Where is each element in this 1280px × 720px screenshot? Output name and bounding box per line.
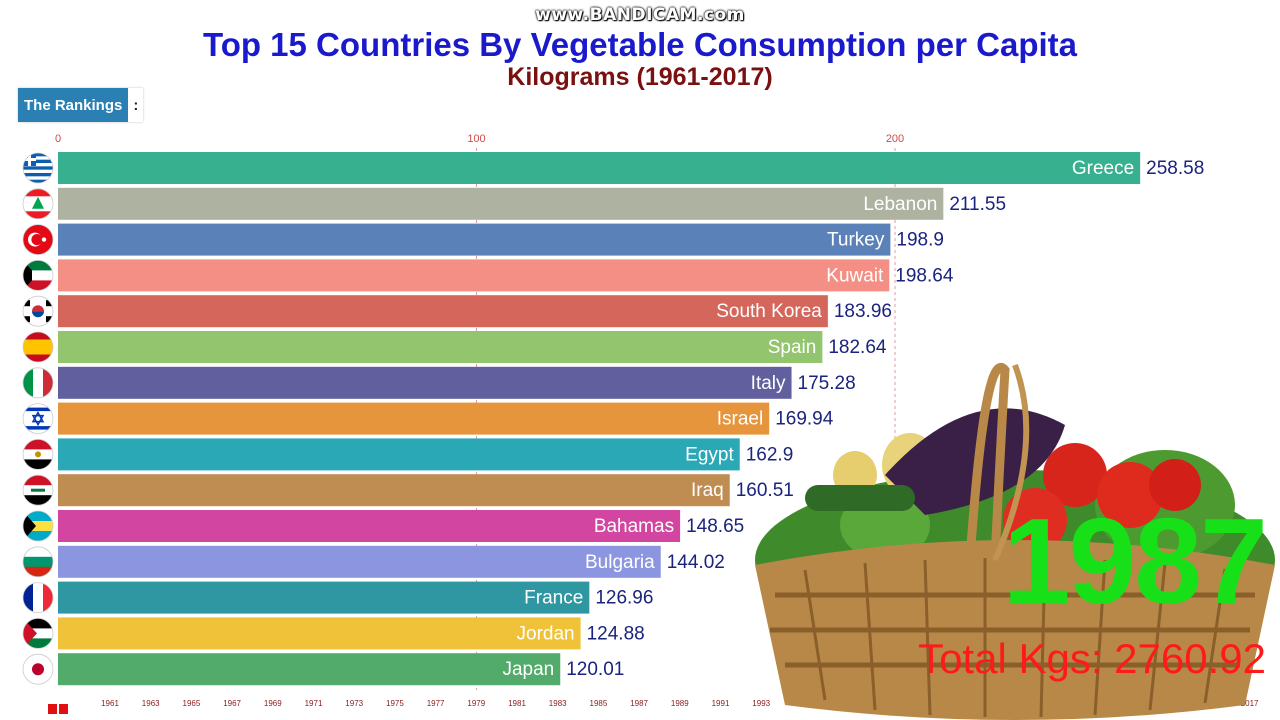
timeline-year-label: 1979: [467, 699, 485, 708]
chart-title: Top 15 Countries By Vegetable Consumptio…: [202, 26, 1078, 63]
rankings-suffix: :: [128, 88, 144, 122]
bar-value-label: 124.88: [587, 623, 645, 644]
timeline-year-label: 1987: [630, 699, 648, 708]
x-tick-label: 0: [55, 133, 61, 145]
bar-value-label: 120.01: [566, 659, 624, 680]
bar-value-label: 144.02: [667, 552, 725, 573]
timeline-year-label: 1973: [345, 699, 363, 708]
bar: [58, 152, 1141, 184]
bar-category-label: Bulgaria: [585, 552, 655, 573]
timeline-year-label: 1993: [752, 699, 770, 708]
bar-category-label: Bahamas: [594, 516, 674, 537]
iraq-flag-icon: [22, 474, 54, 506]
rankings-label: The Rankings: [18, 88, 129, 122]
timeline-year-label: 1977: [427, 699, 445, 708]
egypt-flag-icon: [22, 438, 54, 470]
italy-flag-icon: [22, 367, 54, 399]
timeline-year-label: 1971: [305, 699, 323, 708]
bar-value-label: 162.9: [746, 444, 794, 465]
bar-category-label: Iraq: [691, 480, 724, 501]
bar-category-label: Kuwait: [826, 265, 884, 286]
current-year: 1987: [1002, 493, 1268, 629]
vegetable-basket-image: [755, 363, 1275, 720]
bar: [58, 474, 730, 507]
bar-value-label: 183.96: [834, 301, 892, 322]
bar-value-label: 148.65: [686, 516, 744, 537]
bar-value-label: 182.64: [828, 337, 887, 358]
bar: [58, 510, 681, 542]
south-korea-flag-icon: [22, 295, 54, 327]
bar-category-label: Jordan: [517, 623, 575, 644]
bar-value-label: 160.51: [736, 480, 794, 501]
timeline-year-label: 1983: [549, 699, 567, 708]
bar: [58, 259, 890, 292]
spain-flag-icon: [22, 331, 54, 363]
timeline-year-label: 1975: [386, 699, 404, 708]
bar-category-label: Lebanon: [863, 194, 937, 215]
timeline-year-label: 1989: [671, 699, 689, 708]
pause-icon[interactable]: [48, 701, 70, 714]
bulgaria-flag-icon: [22, 546, 54, 578]
bar-value-label: 211.55: [949, 194, 1006, 215]
bar-category-label: Japan: [502, 659, 554, 680]
bar: [58, 617, 581, 650]
bar-value-label: 198.64: [895, 265, 954, 286]
jordan-flag-icon: [22, 618, 54, 649]
bahamas-flag-icon: [22, 510, 54, 542]
france-flag-icon: [22, 582, 54, 613]
timeline-year-label: 1967: [223, 699, 241, 708]
bar-category-label: Italy: [751, 373, 786, 394]
bar: [58, 402, 770, 435]
watermark: www.BANDICAM.com: [535, 5, 745, 25]
timeline-year-label: 1969: [264, 699, 282, 708]
bar: [58, 438, 740, 471]
timeline-year-label: 1981: [508, 699, 526, 708]
lebanon-flag-icon: [22, 188, 54, 220]
timeline-year-label: 1963: [142, 699, 160, 708]
bar-category-label: France: [524, 588, 583, 609]
total-kgs: Total Kgs: 2760.92: [918, 635, 1266, 682]
bar: [58, 331, 823, 363]
bar-category-label: Israel: [717, 409, 763, 430]
timeline-year-label: 1965: [183, 699, 201, 708]
kuwait-flag-icon: [22, 259, 54, 291]
bar: [58, 295, 828, 328]
timeline-year-label: 2017: [1241, 699, 1259, 708]
bar: [58, 187, 944, 220]
bar-category-label: South Korea: [716, 301, 822, 322]
bar: [58, 653, 561, 686]
timeline-year-label: 1985: [590, 699, 608, 708]
bar: [58, 581, 590, 614]
bar: [58, 366, 792, 399]
bar-category-label: Turkey: [827, 230, 885, 251]
bar-value-label: 169.94: [775, 409, 834, 430]
bar-value-label: 258.58: [1146, 158, 1204, 179]
timeline-year-label: 1961: [101, 699, 119, 708]
israel-flag-icon: [22, 403, 54, 435]
bar-value-label: 126.96: [595, 588, 653, 609]
x-tick-label: 200: [886, 133, 904, 145]
x-tick-label: 100: [467, 133, 485, 145]
bar: [58, 545, 661, 578]
bar: [58, 223, 891, 256]
rankings-button[interactable]: The Rankings :: [18, 88, 144, 122]
turkey-flag-icon: [22, 224, 54, 256]
bar-value-label: 175.28: [798, 373, 856, 394]
bar-category-label: Egypt: [685, 444, 734, 465]
bar-category-label: Spain: [768, 337, 817, 358]
bar-value-label: 198.9: [896, 230, 944, 251]
timeline-year-label: 1991: [712, 699, 730, 708]
japan-flag-icon: [22, 653, 54, 685]
greece-flag-icon: [22, 152, 54, 184]
chart-subtitle: Kilograms (1961-2017): [507, 63, 773, 91]
bar-category-label: Greece: [1072, 158, 1134, 179]
